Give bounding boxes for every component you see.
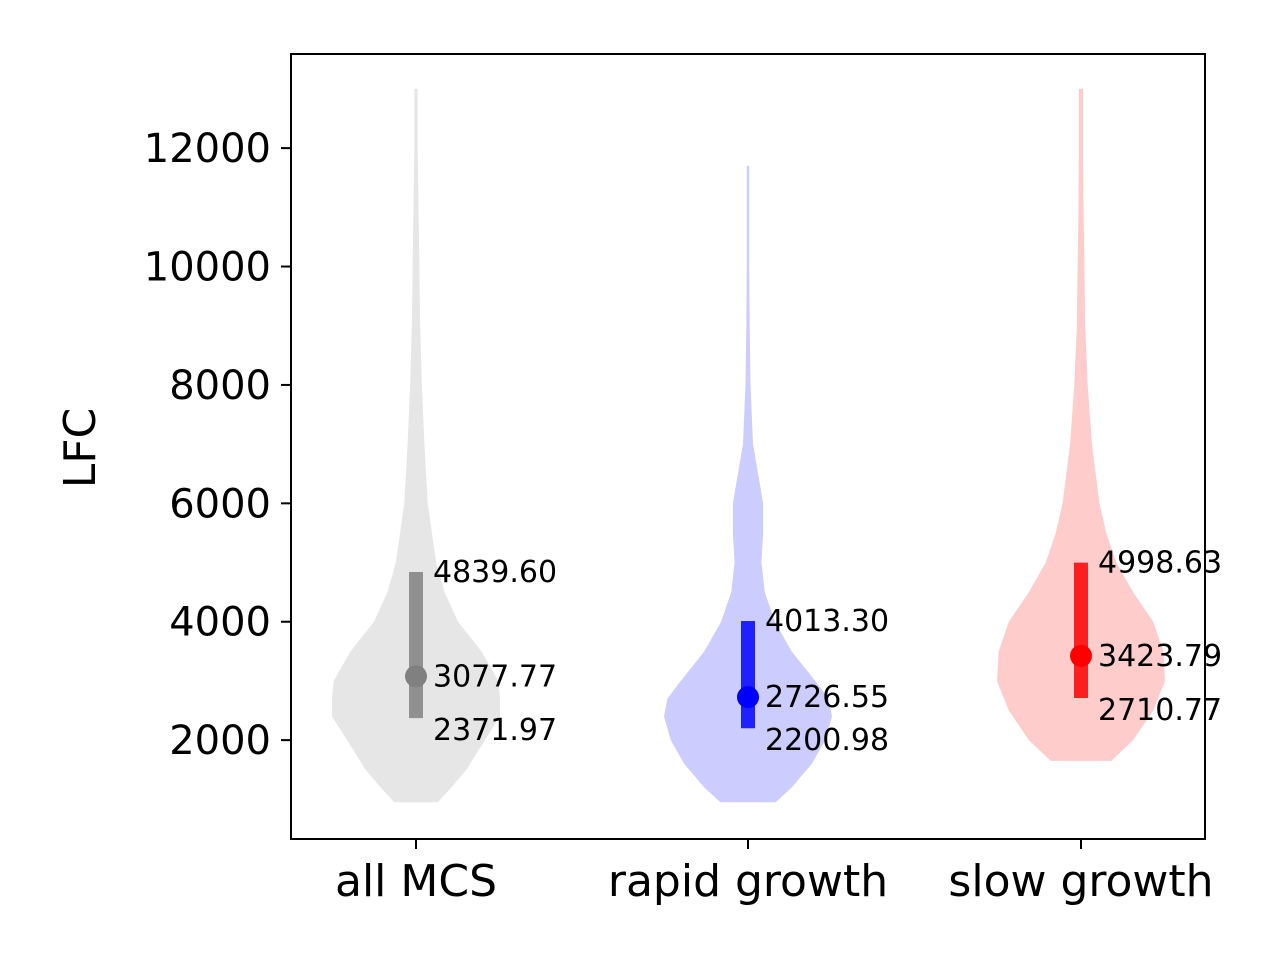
y-axis-title: LFC: [55, 408, 106, 489]
y-tick-label: 2000: [169, 718, 271, 764]
violin-body: [664, 165, 832, 803]
y-tick-label: 4000: [169, 600, 271, 646]
median-marker: [737, 686, 759, 709]
x-axis: all MCS rapid growth slow growth: [335, 839, 1214, 907]
median-label: 2726.55: [765, 680, 889, 715]
x-tick-label: rapid growth: [608, 856, 888, 907]
median-marker: [1070, 644, 1092, 667]
violin-body: [332, 88, 500, 803]
median-label: 3423.79: [1098, 639, 1222, 674]
y-tick-label: 12000: [144, 126, 271, 172]
q3-label: 4998.63: [1098, 546, 1222, 581]
q3-label: 4013.30: [765, 604, 889, 639]
q3-label: 4839.60: [433, 555, 557, 590]
y-tick-label: 10000: [144, 245, 271, 291]
median-marker: [405, 665, 427, 688]
stats-layer: 4839.60 3077.77 2371.97 4013.30 2726.55 2200.…: [405, 546, 1222, 758]
y-tick-label: 8000: [169, 363, 271, 409]
q1-label: 2710.77: [1098, 693, 1222, 728]
y-axis: 2000 4000 6000 8000 10000 12000: [144, 126, 291, 764]
x-tick-label: slow growth: [948, 856, 1213, 907]
q1-label: 2371.97: [433, 713, 557, 748]
median-label: 3077.77: [433, 659, 557, 694]
y-tick-label: 6000: [169, 481, 271, 527]
x-tick-label: all MCS: [335, 856, 497, 907]
q1-label: 2200.98: [765, 723, 889, 758]
violin-body: [997, 88, 1165, 761]
violin-layer: [332, 88, 1165, 803]
